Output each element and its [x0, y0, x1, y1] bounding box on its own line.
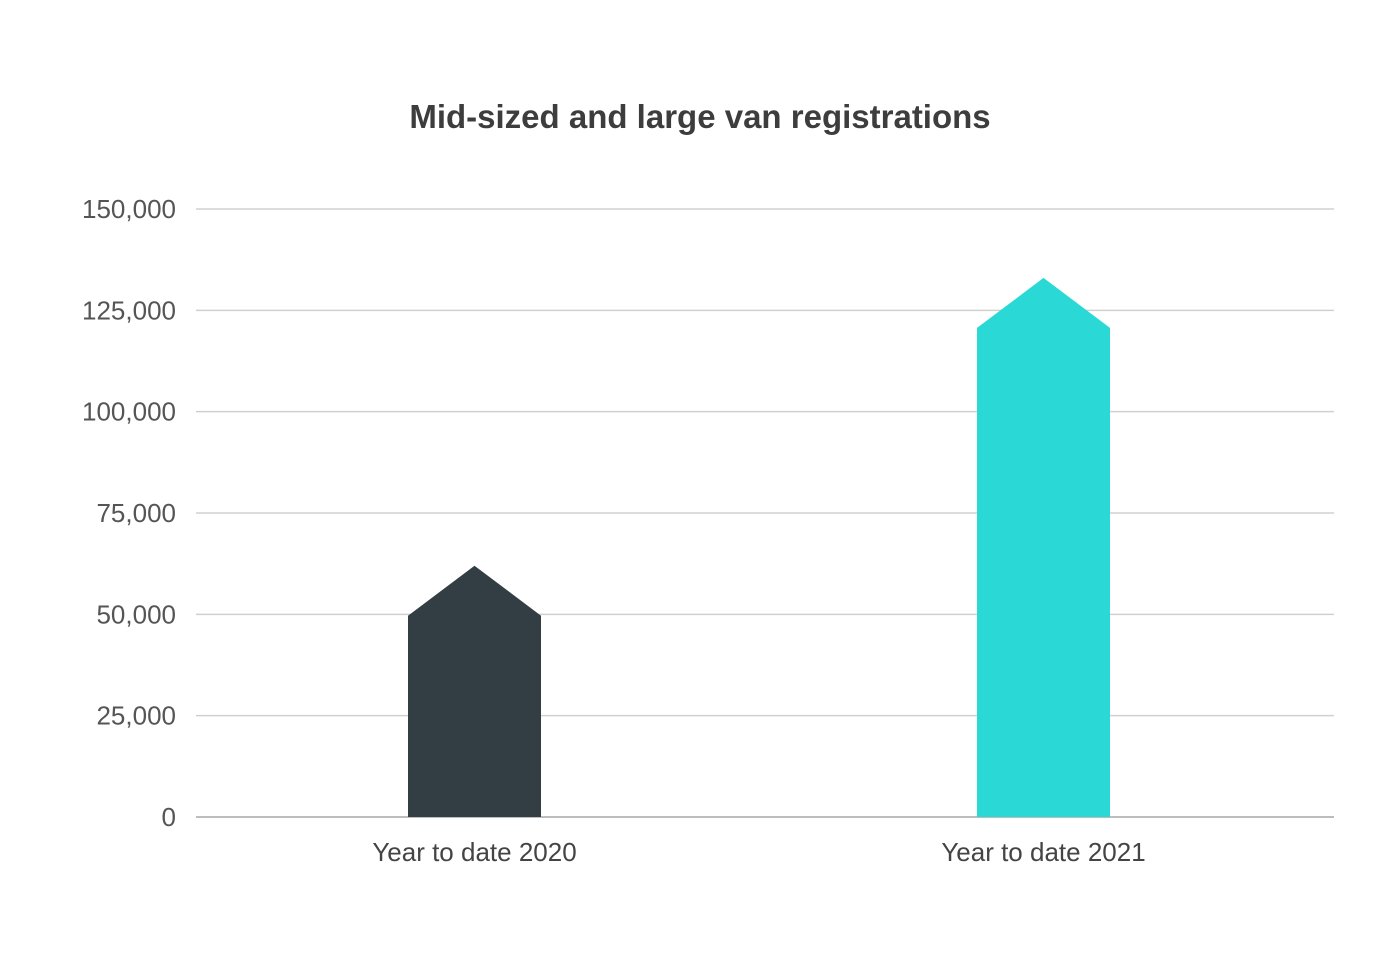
bars: [408, 277, 1110, 817]
bar: [977, 277, 1110, 817]
y-tick-label: 150,000: [82, 194, 176, 224]
y-tick-label: 25,000: [96, 701, 176, 731]
y-tick-label: 50,000: [96, 599, 176, 629]
x-tick-label: Year to date 2021: [941, 837, 1145, 867]
y-tick-label: 100,000: [82, 397, 176, 427]
y-tick-label: 75,000: [96, 498, 176, 528]
gridlines: [196, 208, 1334, 818]
y-tick-label: 0: [162, 802, 176, 832]
chart-title: Mid-sized and large van registrations: [409, 98, 990, 135]
x-axis-tick-labels: Year to date 2020 Year to date 2021: [372, 837, 1145, 867]
bar: [408, 565, 541, 817]
y-axis-tick-labels: 0 25,000 50,000 75,000 100,000 125,000 150,000: [82, 194, 176, 832]
x-tick-label: Year to date 2020: [372, 837, 576, 867]
y-tick-label: 125,000: [82, 295, 176, 325]
